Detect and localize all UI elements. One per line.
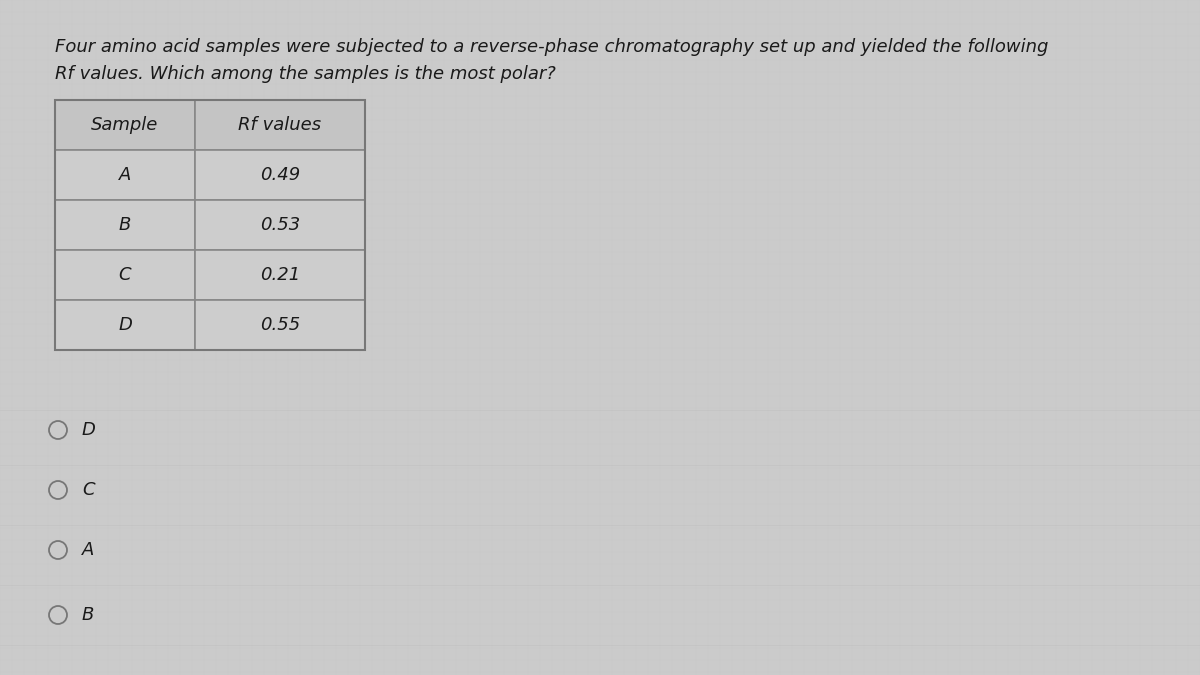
Text: A: A: [119, 166, 131, 184]
Text: B: B: [119, 216, 131, 234]
Bar: [194, 150, 365, 200]
Bar: [55, 100, 365, 350]
Text: Sample: Sample: [91, 116, 158, 134]
Bar: [55, 150, 194, 200]
Text: B: B: [82, 606, 95, 624]
Text: D: D: [82, 421, 96, 439]
Bar: [194, 300, 365, 350]
Circle shape: [49, 481, 67, 499]
Bar: [55, 300, 194, 350]
Text: Rf values. Which among the samples is the most polar?: Rf values. Which among the samples is th…: [55, 65, 556, 83]
Text: 0.21: 0.21: [260, 266, 300, 284]
Text: 0.49: 0.49: [260, 166, 300, 184]
Text: D: D: [118, 316, 132, 334]
Bar: [55, 200, 194, 250]
Bar: [194, 200, 365, 250]
Text: Rf values: Rf values: [239, 116, 322, 134]
Circle shape: [49, 606, 67, 624]
Text: A: A: [82, 541, 95, 559]
Text: 0.53: 0.53: [260, 216, 300, 234]
Text: C: C: [82, 481, 95, 499]
Bar: [55, 100, 194, 150]
Bar: [55, 250, 194, 300]
Bar: [194, 100, 365, 150]
Text: Four amino acid samples were subjected to a reverse-phase chromatography set up : Four amino acid samples were subjected t…: [55, 38, 1049, 56]
Text: C: C: [119, 266, 131, 284]
Text: 0.55: 0.55: [260, 316, 300, 334]
Circle shape: [49, 421, 67, 439]
Bar: [194, 250, 365, 300]
Circle shape: [49, 541, 67, 559]
